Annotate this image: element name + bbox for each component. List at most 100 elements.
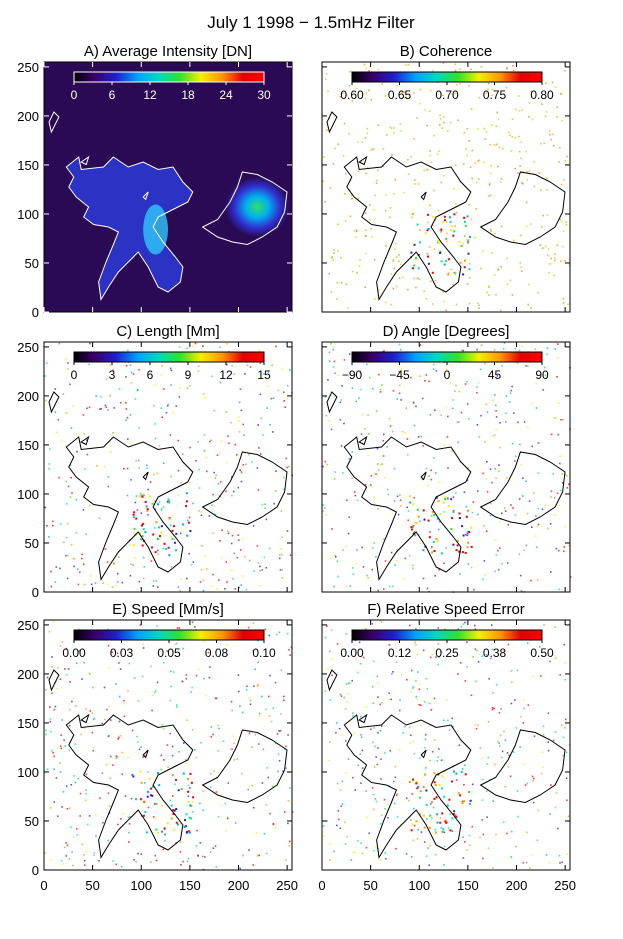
data-speck xyxy=(431,654,434,656)
data-speck xyxy=(170,536,173,538)
data-speck xyxy=(328,360,331,362)
data-speck xyxy=(442,291,444,293)
data-speck xyxy=(160,531,163,534)
data-speck xyxy=(104,548,107,550)
data-speck xyxy=(371,568,373,571)
data-speck xyxy=(336,281,339,284)
data-speck xyxy=(333,249,335,251)
data-speck xyxy=(490,230,493,232)
data-speck xyxy=(130,797,133,800)
data-speck xyxy=(283,400,285,402)
data-speck xyxy=(562,245,564,248)
data-speck xyxy=(537,507,539,510)
data-speck xyxy=(436,760,438,762)
data-speck xyxy=(466,154,468,157)
data-speck xyxy=(48,535,50,538)
data-speck xyxy=(381,702,383,704)
contour-line xyxy=(80,713,90,724)
data-speck xyxy=(210,726,213,728)
data-speck xyxy=(392,585,394,588)
data-speck xyxy=(522,477,524,479)
data-speck xyxy=(242,423,244,426)
data-speck xyxy=(554,257,556,259)
data-speck xyxy=(422,509,425,512)
data-speck xyxy=(323,835,325,837)
data-speck xyxy=(418,683,421,686)
data-speck xyxy=(392,780,395,783)
data-speck xyxy=(373,208,375,211)
colorbar-tick-label: 45 xyxy=(488,368,502,382)
data-speck xyxy=(400,368,403,370)
data-speck xyxy=(329,187,332,189)
data-speck xyxy=(219,481,222,483)
data-speck xyxy=(198,468,200,471)
data-speck xyxy=(73,557,76,560)
data-speck xyxy=(328,117,330,120)
data-speck xyxy=(102,582,104,585)
data-speck xyxy=(368,70,370,72)
data-speck xyxy=(79,815,81,817)
data-speck xyxy=(125,364,128,367)
data-speck xyxy=(432,303,434,305)
data-speck xyxy=(107,839,109,842)
data-speck xyxy=(256,855,259,857)
data-speck xyxy=(53,708,56,711)
data-speck xyxy=(377,847,380,850)
data-speck xyxy=(563,727,566,729)
data-speck xyxy=(117,823,119,826)
data-speck xyxy=(209,440,211,443)
data-speck xyxy=(364,137,367,139)
data-speck xyxy=(439,118,442,120)
data-speck xyxy=(248,784,251,787)
data-speck xyxy=(415,644,417,646)
data-speck xyxy=(547,248,550,250)
data-speck xyxy=(393,500,396,502)
data-speck xyxy=(65,503,68,505)
data-speck xyxy=(167,403,169,406)
data-speck xyxy=(367,454,369,457)
data-speck xyxy=(497,569,500,571)
data-speck xyxy=(331,528,333,530)
data-speck xyxy=(412,525,415,527)
data-speck xyxy=(449,121,452,124)
data-speck xyxy=(63,541,65,544)
data-speck xyxy=(66,577,69,580)
data-speck xyxy=(340,805,343,807)
data-speck xyxy=(232,735,234,738)
data-speck xyxy=(476,386,478,388)
data-speck xyxy=(455,211,458,214)
data-speck xyxy=(158,784,161,787)
data-speck xyxy=(414,641,416,644)
data-speck xyxy=(440,759,443,761)
data-speck xyxy=(471,511,474,514)
data-speck xyxy=(482,578,484,581)
data-speck xyxy=(186,719,188,721)
data-speck xyxy=(547,741,549,743)
data-speck xyxy=(375,473,377,475)
data-speck xyxy=(499,547,501,549)
data-speck xyxy=(465,515,468,518)
data-speck xyxy=(483,524,485,527)
data-speck xyxy=(541,225,543,228)
data-speck xyxy=(177,439,179,442)
data-speck xyxy=(133,511,136,514)
data-speck xyxy=(252,864,255,866)
data-speck xyxy=(389,749,392,752)
data-speck xyxy=(83,433,85,435)
data-speck xyxy=(482,250,484,253)
data-speck xyxy=(137,700,140,702)
data-speck xyxy=(341,653,344,656)
data-speck xyxy=(344,220,347,222)
colorbar-tick-label: 12 xyxy=(143,88,157,102)
data-speck xyxy=(155,803,158,805)
data-speck xyxy=(514,137,517,139)
data-speck xyxy=(202,345,204,347)
data-speck xyxy=(187,800,190,803)
data-speck xyxy=(438,748,440,750)
data-speck xyxy=(549,660,551,663)
data-speck xyxy=(101,722,104,725)
data-speck xyxy=(458,421,460,423)
data-speck xyxy=(431,816,433,819)
data-speck xyxy=(433,781,436,784)
data-speck xyxy=(499,521,501,523)
